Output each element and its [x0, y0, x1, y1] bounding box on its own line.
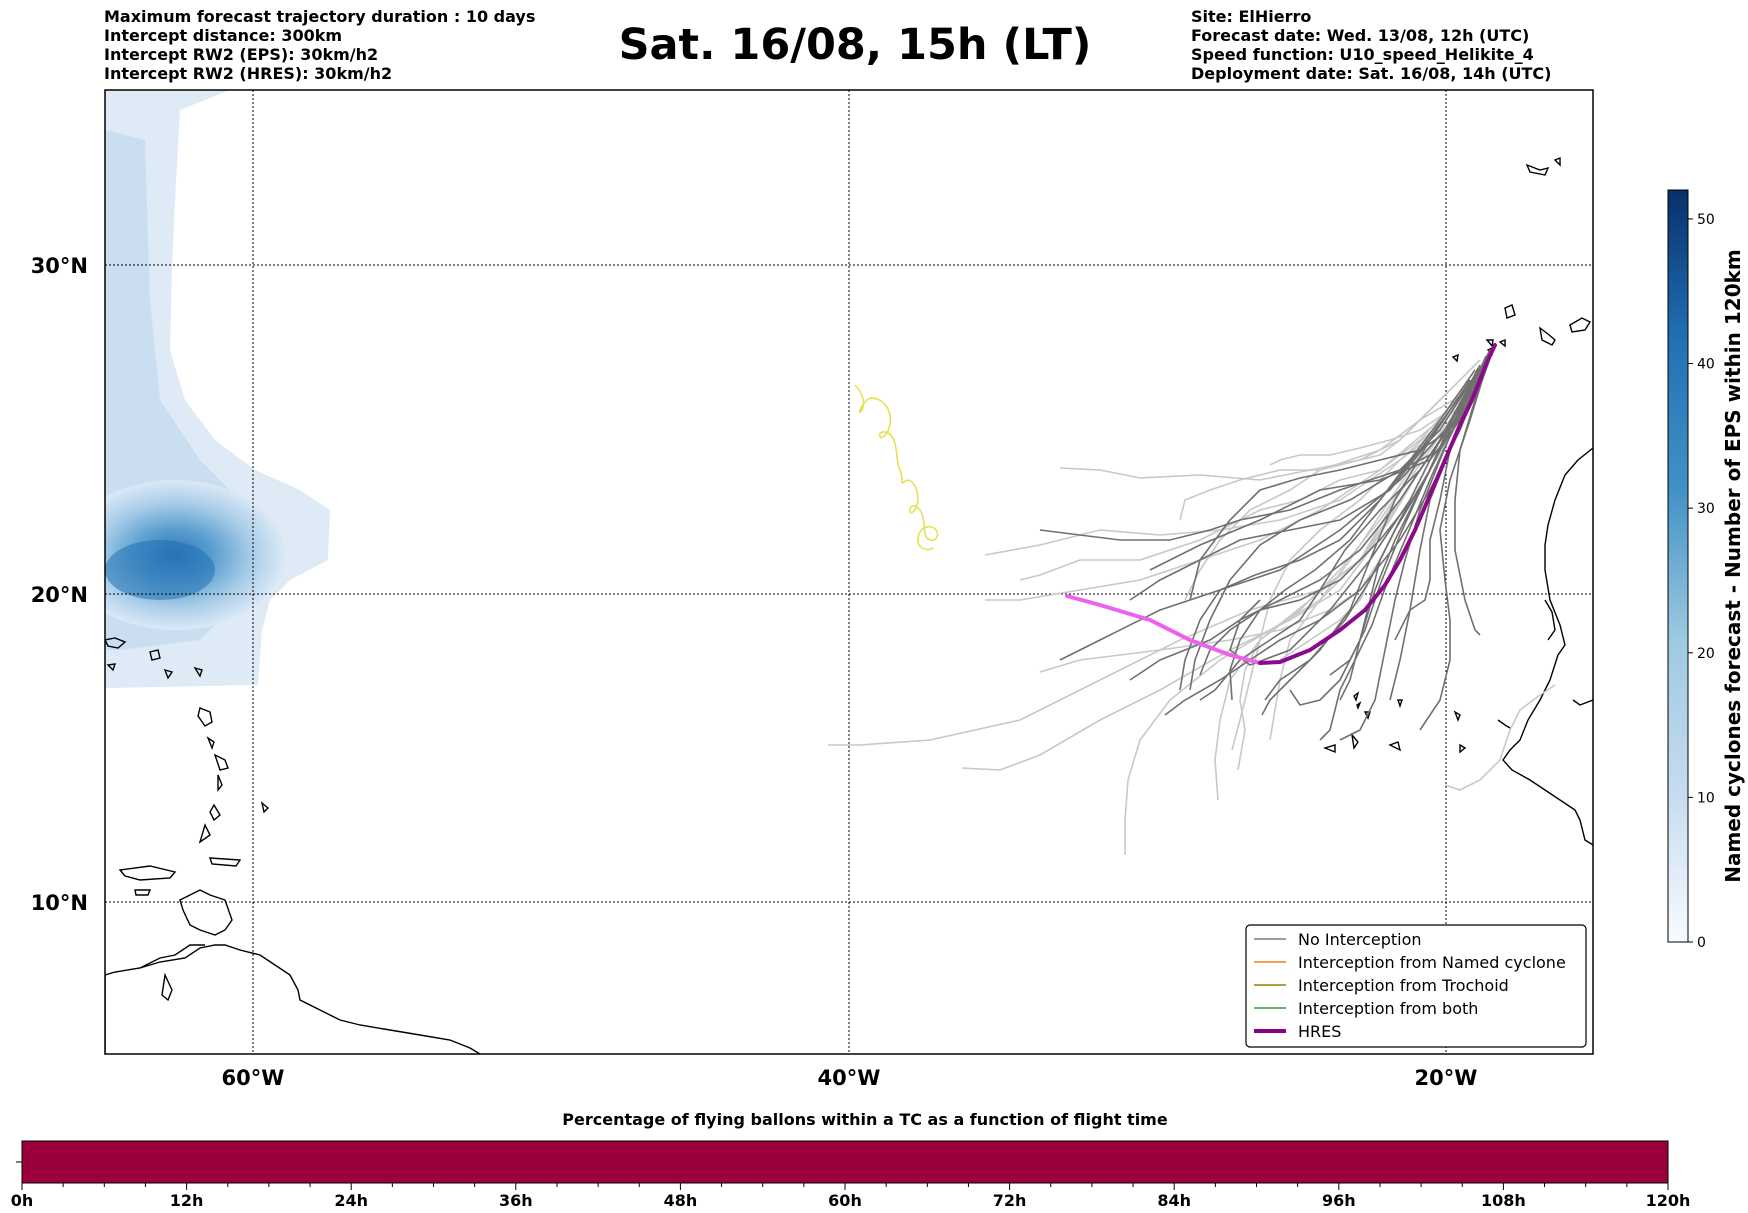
trochoid-track — [854, 384, 939, 551]
cyclone-density-field — [105, 90, 330, 688]
colorbar-tick-label: 50 — [1697, 212, 1715, 228]
flight-time-tick-label: 120h — [1646, 1191, 1691, 1210]
legend: No Interception Interception from Named … — [1245, 924, 1587, 1048]
intercept-distance-text: Intercept distance: 300km — [104, 26, 343, 45]
speed-function-text: Speed function: U10_speed_Helikite_4 — [1191, 45, 1534, 64]
colorbar-tick-label: 0 — [1697, 935, 1706, 951]
map-panel — [104, 89, 1594, 1055]
map-title: Sat. 16/08, 15h (LT) — [618, 20, 1092, 70]
colorbar-tick-label: 30 — [1697, 501, 1715, 517]
flight-time-ticks: 0h 12h 24h 36h 48h 60h 72h 84h 96h 108h 120h — [11, 1183, 1691, 1210]
flight-time-bar: Percentage of flying ballons within a TC… — [11, 1110, 1691, 1210]
legend-label-trochoid: Interception from Trochoid — [1298, 976, 1509, 995]
colorbar-tick-label: 10 — [1697, 790, 1715, 806]
site-text: Site: ElHierro — [1191, 7, 1312, 26]
lon-labels: 60°W 40°W 20°W — [222, 1066, 1478, 1090]
lat-label-30n: 30°N — [31, 254, 88, 278]
hres-trajectory — [1065, 343, 1497, 665]
legend-label-no-interception: No Interception — [1298, 930, 1422, 949]
coastlines — [105, 156, 1593, 1054]
max-duration-text: Maximum forecast trajectory duration : 1… — [104, 7, 536, 26]
flight-time-tick-label: 72h — [993, 1191, 1027, 1210]
intercept-hres-text: Intercept RW2 (HRES): 30km/h2 — [104, 64, 393, 83]
colorbar-tick-label: 40 — [1697, 357, 1715, 373]
legend-label-named-cyclone: Interception from Named cyclone — [1298, 953, 1566, 972]
gridlines — [105, 90, 1593, 1054]
map-frame — [104, 89, 1594, 1055]
flight-time-tick-label: 60h — [828, 1191, 862, 1210]
lon-label-60w: 60°W — [222, 1066, 285, 1090]
colorbar-tick-label: 20 — [1697, 646, 1715, 662]
deployment-date-text: Deployment date: Sat. 16/08, 14h (UTC) — [1191, 64, 1552, 83]
lat-label-20n: 20°N — [31, 583, 88, 607]
legend-label-both: Interception from both — [1298, 999, 1478, 1018]
colorbar-label: Named cyclones forecast - Number of EPS … — [1721, 249, 1745, 883]
flight-time-bar-fill — [22, 1141, 1668, 1183]
colorbar-ticks: 0 10 20 30 40 50 — [1688, 212, 1715, 951]
forecast-date-text: Forecast date: Wed. 13/08, 12h (UTC) — [1191, 26, 1530, 45]
flight-time-tick-label: 24h — [334, 1191, 368, 1210]
intercept-eps-text: Intercept RW2 (EPS): 30km/h2 — [104, 45, 379, 64]
flight-time-bar-title: Percentage of flying ballons within a TC… — [562, 1110, 1168, 1129]
run-parameters: Maximum forecast trajectory duration : 1… — [104, 7, 535, 83]
legend-label-hres: HRES — [1298, 1022, 1341, 1041]
flight-time-tick-label: 84h — [1157, 1191, 1191, 1210]
forecast-info: Site: ElHierro Forecast date: Wed. 13/08… — [1191, 7, 1551, 83]
ensemble-trajectories-dark — [1039, 344, 1496, 741]
flight-time-tick-label: 36h — [499, 1191, 533, 1210]
flight-time-tick-label: 48h — [664, 1191, 698, 1210]
lat-label-10n: 10°N — [31, 891, 88, 915]
colorbar: 0 10 20 30 40 50 Named cyclones forecast - Nu… — [1667, 189, 1745, 951]
flight-time-tick-label: 0h — [11, 1191, 34, 1210]
flight-time-tick-label: 96h — [1322, 1191, 1356, 1210]
lon-label-40w: 40°W — [818, 1066, 881, 1090]
lat-labels: 30°N 20°N 10°N — [31, 254, 88, 915]
flight-time-tick-label: 108h — [1481, 1191, 1526, 1210]
lon-label-20w: 20°W — [1415, 1066, 1478, 1090]
flight-time-tick-label: 12h — [170, 1191, 204, 1210]
